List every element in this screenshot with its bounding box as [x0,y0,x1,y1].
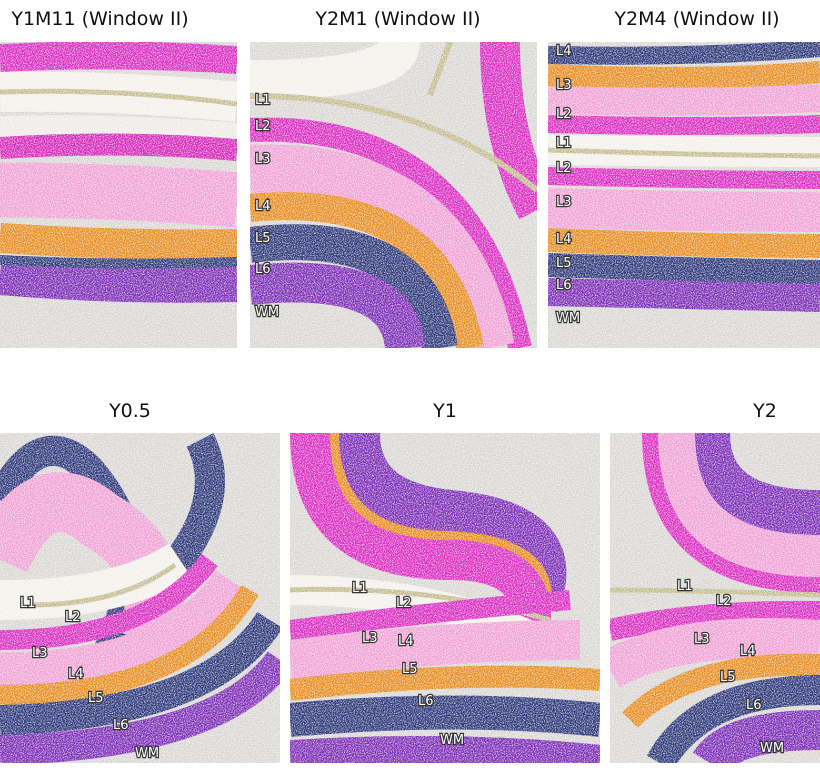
layer-label: L2 [65,610,81,625]
layer-label: L5 [255,231,271,246]
layer-label: WM [135,746,159,761]
layer-label: L6 [418,694,434,709]
panel-image [290,433,600,763]
panel-image [0,433,280,763]
panel-title: Y0.5 [108,400,151,422]
layer-label: L6 [113,718,129,733]
layer-label: L6 [255,262,271,277]
layer-label: L1 [677,579,693,594]
layer-label: WM [556,311,580,326]
layer-label: L1 [20,596,36,611]
layer-label: L2 [255,119,271,134]
layer-label: L1 [556,136,572,151]
layer-label: L4 [740,644,756,659]
panel-title: Y1M11 (Window II) [10,8,188,30]
panel-title: Y1 [432,400,457,422]
layer-label: L2 [716,594,732,609]
layer-label: L3 [694,632,710,647]
layer-label: L2 [556,161,572,176]
layer-label: L4 [255,199,271,214]
layer-label: L6 [746,698,762,713]
layer-label: L3 [255,152,271,167]
panel-title: Y2 [752,400,777,422]
panel-image [0,42,237,348]
layer-label: L2 [556,107,572,122]
layer-label: L5 [88,691,104,706]
layer-label: L4 [556,44,572,59]
panel-image [610,433,820,763]
layer-label: WM [760,741,784,756]
panel-image [548,42,820,348]
layer-label: L3 [556,78,572,93]
layer-label: L3 [556,195,572,210]
layer-label: L6 [556,278,572,293]
layer-label: L5 [402,662,418,677]
layer-label: L4 [556,232,572,247]
layer-label: L5 [556,256,572,271]
layer-label: L4 [68,667,84,682]
layer-label: L4 [398,634,414,649]
panel-title: Y2M4 (Window II) [613,8,779,30]
layer-label: L3 [362,631,378,646]
layer-label: WM [440,733,464,748]
layer-label: L1 [352,581,368,596]
panel-image [250,42,537,348]
layer-label: WM [255,305,279,320]
layer-label: L5 [720,670,736,685]
layer-label: L3 [32,646,48,661]
panel-title: Y2M1 (Window II) [314,8,480,30]
layer-label: L2 [396,596,412,611]
layer-label: L1 [255,93,271,108]
